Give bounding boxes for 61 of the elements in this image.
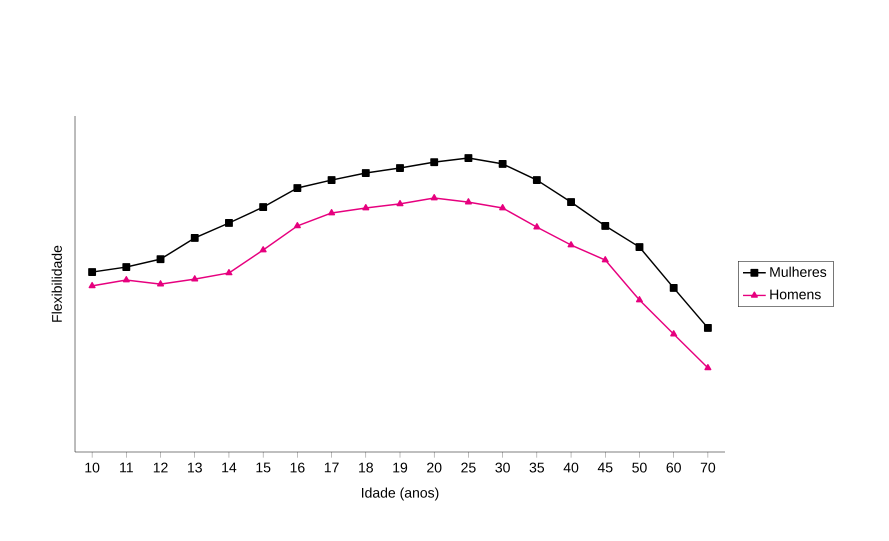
legend-label: Homens <box>770 290 821 300</box>
point <box>464 198 472 204</box>
point <box>430 158 438 166</box>
point <box>156 255 164 264</box>
y-axis-title: Flexibilidade <box>52 246 62 322</box>
x-tick-label: 11 <box>120 462 133 472</box>
x-tick-label: 14 <box>222 462 236 472</box>
point <box>567 198 575 206</box>
legend-label: Mulheres <box>770 266 826 277</box>
point <box>498 160 507 168</box>
x-tick-label: 17 <box>324 462 339 472</box>
point <box>568 241 575 248</box>
point <box>636 243 644 252</box>
point <box>260 246 267 252</box>
point <box>328 209 336 216</box>
point <box>602 256 609 262</box>
x-tick-label: 16 <box>290 462 305 473</box>
point <box>225 219 233 227</box>
x-tick-label: 60 <box>666 462 681 473</box>
x-tick-label: 10 <box>85 462 100 473</box>
x-tick-label: 20 <box>427 462 442 473</box>
x-tick-label: 35 <box>530 462 544 473</box>
x-tick-label: 18 <box>359 462 373 473</box>
point <box>670 330 678 336</box>
point <box>362 169 370 177</box>
point <box>225 269 232 276</box>
point <box>704 364 712 370</box>
x-tick-label: 50 <box>632 462 647 473</box>
point <box>294 222 301 228</box>
point <box>157 280 164 286</box>
x-tick-label: 30 <box>495 462 510 473</box>
point <box>190 234 199 242</box>
point <box>670 284 678 292</box>
point <box>362 204 370 210</box>
x-tick-label: 15 <box>256 462 270 472</box>
x-tick-label: 12 <box>154 462 168 472</box>
x-tick-label: 13 <box>188 462 202 473</box>
x-tick-label: 40 <box>564 462 578 473</box>
x-tick-label: 70 <box>700 462 716 473</box>
point <box>532 176 541 184</box>
point <box>464 154 472 162</box>
point <box>396 200 404 206</box>
x-axis-title: Idade (anos) <box>362 487 438 501</box>
x-tick-label: 19 <box>393 462 408 473</box>
point <box>293 184 302 192</box>
point <box>122 263 130 272</box>
point <box>533 223 540 230</box>
x-tick-label: 45 <box>598 462 612 472</box>
point <box>122 276 130 282</box>
point <box>704 324 712 332</box>
point <box>328 176 336 184</box>
point <box>601 222 610 230</box>
point <box>636 296 643 302</box>
x-tick-label: 25 <box>461 462 476 473</box>
point <box>396 164 404 172</box>
point <box>191 275 198 282</box>
point <box>430 194 438 200</box>
point <box>88 282 96 288</box>
point <box>88 268 96 276</box>
point <box>259 203 268 212</box>
point <box>499 204 506 210</box>
